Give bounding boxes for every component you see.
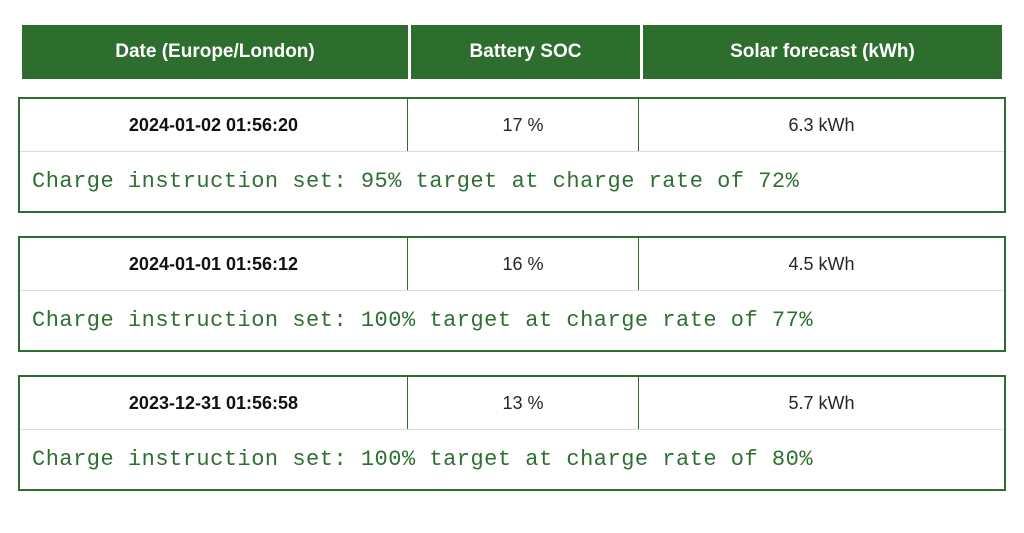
forecast-card-3-values-row: 2023-12-31 01:56:58 13 % 5.7 kWh	[20, 377, 1004, 430]
solar-forecast-cell: 4.5 kWh	[788, 253, 855, 274]
column-header-solar-forecast: Solar forecast (kWh)	[643, 25, 1002, 79]
forecast-card-2-values-row: 2024-01-01 01:56:12 16 % 4.5 kWh	[20, 238, 1004, 291]
battery-soc-cell: 17 %	[408, 99, 639, 151]
charge-instruction-text: Charge instruction set: 100% target at c…	[32, 447, 814, 472]
battery-soc-cell: 13 %	[408, 377, 639, 429]
column-header-battery-soc: Battery SOC	[411, 25, 640, 79]
date-cell: 2023-12-31 01:56:58	[20, 377, 408, 429]
charge-instruction-text: Charge instruction set: 100% target at c…	[32, 308, 814, 333]
date-cell: 2024-01-01 01:56:12	[20, 238, 408, 290]
solar-forecast-cell: 6.3 kWh	[788, 114, 855, 135]
forecast-card-1-values-row: 2024-01-02 01:56:20 17 % 6.3 kWh	[20, 99, 1004, 152]
forecast-card-3: 2023-12-31 01:56:58 13 % 5.7 kWh Charge …	[18, 375, 1006, 491]
charge-instruction-text: Charge instruction set: 95% target at ch…	[32, 169, 800, 194]
table-header-row: Date (Europe/London) Battery SOC Solar f…	[22, 25, 1002, 79]
forecast-card-2: 2024-01-01 01:56:12 16 % 4.5 kWh Charge …	[18, 236, 1006, 352]
forecast-table: Date (Europe/London) Battery SOC Solar f…	[18, 25, 1006, 491]
battery-soc-cell: 16 %	[408, 238, 639, 290]
solar-forecast-cell: 5.7 kWh	[788, 392, 855, 413]
column-header-date: Date (Europe/London)	[22, 25, 408, 79]
date-cell: 2024-01-02 01:56:20	[20, 99, 408, 151]
forecast-card-1: 2024-01-02 01:56:20 17 % 6.3 kWh Charge …	[18, 97, 1006, 213]
